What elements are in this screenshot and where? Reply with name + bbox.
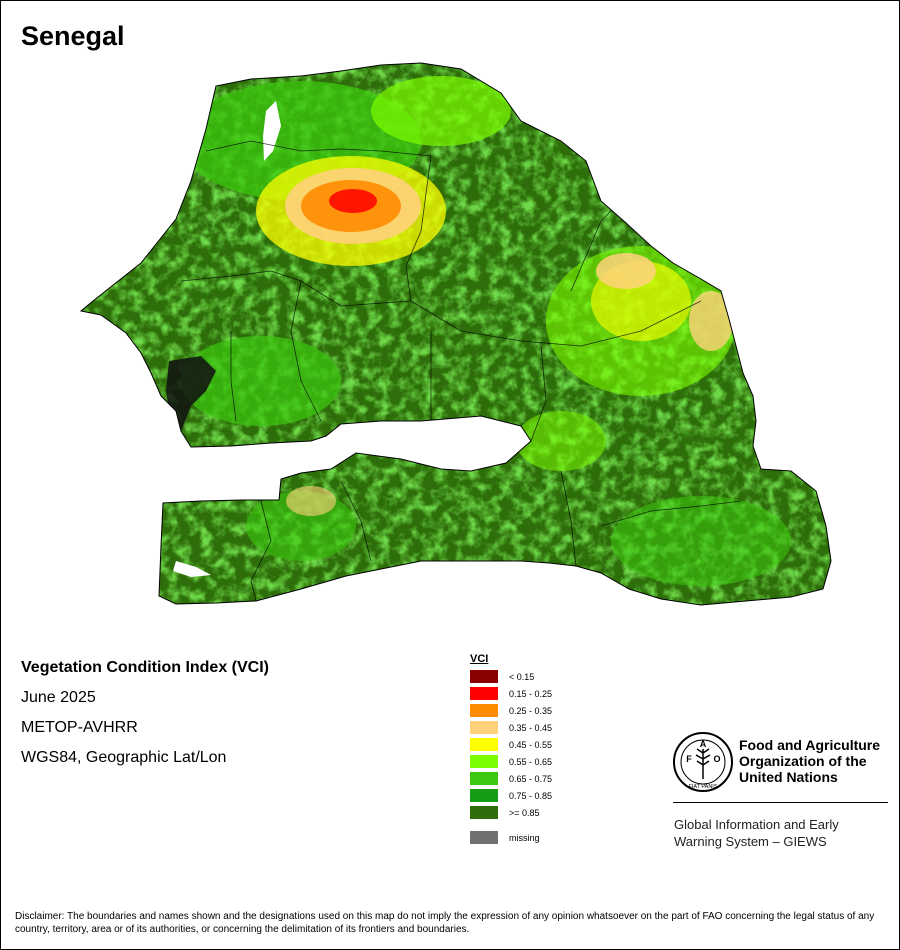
legend-label: 0.55 - 0.65 <box>509 756 553 767</box>
map-title: Senegal <box>21 21 125 51</box>
legend-row: 0.35 - 0.45 <box>470 719 610 736</box>
fao-logo-letter-f: F <box>686 754 692 764</box>
legend-swatch <box>470 755 498 768</box>
vci-class-035-045-east <box>596 253 656 289</box>
legend-label: 0.15 - 0.25 <box>509 688 553 699</box>
legend-label-missing: missing <box>509 832 540 843</box>
legend-row: >= 0.85 <box>470 804 610 821</box>
legend-label: < 0.15 <box>509 671 535 682</box>
legend-row: 0.75 - 0.85 <box>470 787 610 804</box>
legend-row: 0.15 - 0.25 <box>470 685 610 702</box>
vci-legend: VCI < 0.15 0.15 - 0.25 0.25 - 0.35 0.35 - 0… <box>470 653 610 846</box>
vci-class-055-065-north <box>371 76 511 146</box>
legend-title: VCI <box>470 653 489 665</box>
disclaimer: Disclaimer: The boundaries and names sho… <box>15 911 875 935</box>
vci-class-035-045-east-edge <box>689 291 733 351</box>
lake-guiers <box>263 101 281 161</box>
legend-label: >= 0.85 <box>509 807 540 818</box>
vci-class-015-025-center <box>329 189 377 213</box>
legend-swatch <box>470 772 498 785</box>
saloum-delta-area <box>166 356 216 431</box>
legend-label: 0.45 - 0.55 <box>509 739 553 750</box>
water-body-casamance <box>173 561 211 577</box>
fao-org-name: Food and Agriculture Organization of the… <box>739 737 881 785</box>
vci-class-035-045-casamance <box>286 486 336 516</box>
sensor-label: METOP-AVHRR <box>21 719 138 736</box>
vci-class-065-075-casamance-north <box>181 336 341 426</box>
legend-row: < 0.15 <box>470 668 610 685</box>
legend-classes: < 0.15 0.15 - 0.25 0.25 - 0.35 0.35 - 0.45 0… <box>470 668 610 821</box>
index-name: Vegetation Condition Index (VCI) <box>21 659 269 676</box>
legend-swatch <box>470 670 498 683</box>
period-label: June 2025 <box>21 689 96 706</box>
fao-logo-motto: FIAT PANIS <box>688 784 717 790</box>
legend-swatch <box>470 721 498 734</box>
legend-swatch <box>470 789 498 802</box>
legend-swatch <box>470 704 498 717</box>
legend-swatch <box>470 687 498 700</box>
fao-logo-letter-a: A <box>700 739 707 749</box>
projection-label: WGS84, Geographic Lat/Lon <box>21 749 227 766</box>
legend-label: 0.25 - 0.35 <box>509 705 553 716</box>
legend-label: 0.35 - 0.45 <box>509 722 553 733</box>
fao-logo-letter-o: O <box>713 754 720 764</box>
giews-system-name: Global Information and Early Warning Sys… <box>674 817 839 849</box>
senegal-vci-map <box>80 62 832 606</box>
legend-row: 0.65 - 0.75 <box>470 770 610 787</box>
legend-row: 0.55 - 0.65 <box>470 753 610 770</box>
vci-class-065-075-southeast <box>611 496 791 586</box>
legend-swatch-missing <box>470 831 498 844</box>
fao-wheat-emblem-icon: F A O FIAT PANIS <box>673 732 733 792</box>
legend-swatch <box>470 738 498 751</box>
fao-divider <box>673 802 888 803</box>
region-boundaries <box>180 140 742 602</box>
legend-row-missing: missing <box>470 829 610 846</box>
legend-row: 0.25 - 0.35 <box>470 702 610 719</box>
legend-label: 0.65 - 0.75 <box>509 773 553 784</box>
legend-swatch <box>470 806 498 819</box>
vci-class-055-065-center-east <box>516 411 606 471</box>
legend-row: 0.45 - 0.55 <box>470 736 610 753</box>
legend-label: 0.75 - 0.85 <box>509 790 553 801</box>
